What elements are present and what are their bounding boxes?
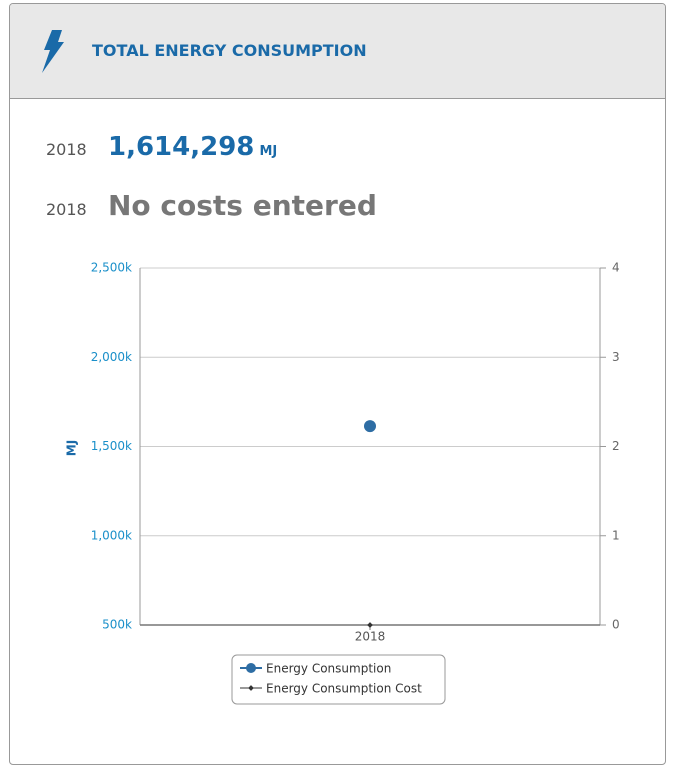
y2-tick-label: 3 [612, 350, 620, 364]
year: 2018 [46, 140, 87, 159]
year: 2018 [46, 200, 87, 219]
y2-tick-label: 1 [612, 528, 620, 542]
lightning-icon [42, 30, 64, 73]
unit: MJ [259, 144, 278, 159]
card-header: TOTAL ENERGY CONSUMPTION [10, 4, 665, 99]
consumption-row: 2018 1,614,298 MJ [46, 132, 277, 162]
legend-box [231, 654, 446, 705]
legend-label: Energy Consumption Cost [266, 682, 422, 696]
y-tick-label: 1,000k [91, 528, 132, 542]
y-tick-label: 2,500k [91, 261, 132, 275]
y2-tick-label: 4 [612, 261, 620, 275]
legend-marker [248, 685, 254, 691]
card-title: TOTAL ENERGY CONSUMPTION [92, 41, 367, 60]
y-tick-label: 500k [102, 618, 132, 632]
y2-tick-label: 0 [612, 618, 620, 632]
y2-tick-label: 2 [612, 439, 620, 453]
legend-label: Energy Consumption [266, 662, 391, 676]
x-tick-label: 2018 [355, 630, 386, 644]
cost-text: No costs entered [108, 189, 377, 222]
y-tick-label: 2,000k [91, 350, 132, 364]
consumption-value: 1,614,298 [108, 132, 255, 162]
data-point [364, 420, 376, 433]
legend-marker [246, 663, 256, 673]
cost-row: 2018 No costs entered [46, 189, 377, 222]
data-point [367, 622, 373, 628]
y-tick-label: 1,500k [91, 439, 132, 453]
card: TOTAL ENERGY CONSUMPTION 2018 1,614,298 M… [9, 3, 666, 765]
y-axis-label: MJ [65, 440, 79, 456]
